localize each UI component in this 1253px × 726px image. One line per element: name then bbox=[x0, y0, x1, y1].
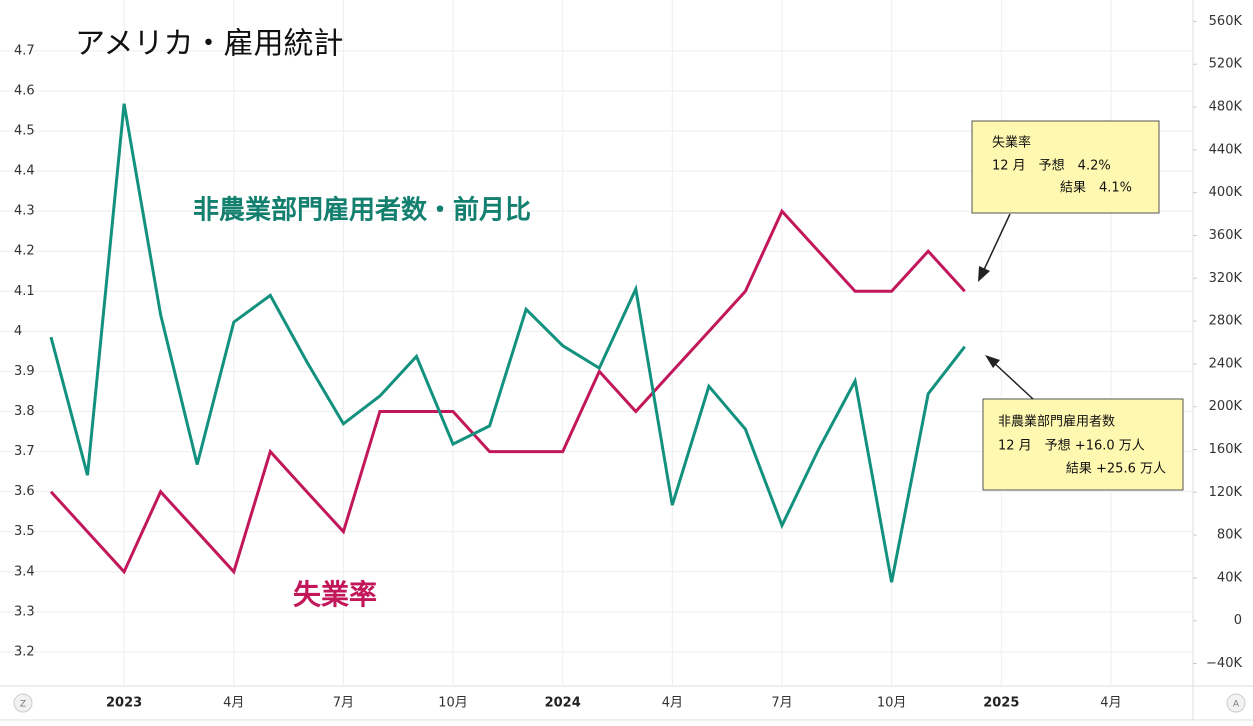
arrowhead bbox=[978, 266, 990, 282]
y-tick-label: 3.9 bbox=[14, 364, 35, 379]
grid bbox=[0, 0, 1193, 686]
y2-tick-label: 280K bbox=[1209, 314, 1243, 329]
y2-tick-label: 480K bbox=[1209, 100, 1243, 115]
x-tick-label: 4月 bbox=[662, 696, 683, 711]
y-tick-label: 3.4 bbox=[14, 564, 35, 579]
y-tick-label: 4.5 bbox=[14, 124, 35, 139]
y-tick-label: 3.8 bbox=[14, 404, 35, 419]
y-tick-label: 4.7 bbox=[14, 43, 35, 58]
series-label: 失業率 bbox=[293, 578, 377, 611]
y2-tick-label: 0 bbox=[1234, 613, 1242, 628]
y-tick-label: 3.6 bbox=[14, 484, 35, 499]
y2-tick-label: 40K bbox=[1217, 570, 1243, 585]
y2-tick-label: 240K bbox=[1209, 356, 1243, 371]
y-tick-label: 4 bbox=[14, 324, 22, 339]
plot bbox=[49, 103, 966, 583]
y-tick-label: 4.2 bbox=[14, 244, 35, 259]
y2-tick-label: 320K bbox=[1209, 271, 1243, 286]
y-tick-label: 4.1 bbox=[14, 284, 35, 299]
y2-tick-label: 120K bbox=[1209, 485, 1243, 500]
annotation-text: 失業率 bbox=[992, 135, 1031, 151]
chart-title: アメリカ・雇用統計 bbox=[75, 27, 344, 62]
x-tick-label: 7月 bbox=[771, 696, 792, 711]
y-tick-label: 3.2 bbox=[14, 644, 35, 659]
annotation-box bbox=[982, 398, 1184, 491]
y-tick-label: 3.7 bbox=[14, 444, 35, 459]
y2-tick-label: 560K bbox=[1209, 14, 1243, 29]
y2-tick-label: 440K bbox=[1209, 142, 1243, 157]
x-tick-label: 10月 bbox=[438, 696, 468, 711]
annotation-text: 非農業部門雇用者数 bbox=[998, 414, 1115, 430]
y-tick-label: 4.3 bbox=[14, 204, 35, 219]
annotation-text: 結果 4.1% bbox=[1060, 181, 1132, 196]
arrowhead bbox=[985, 355, 1000, 368]
arrow bbox=[981, 213, 1011, 275]
series-label: 非農業部門雇用者数・前月比 bbox=[193, 195, 531, 226]
y2-tick-label: 400K bbox=[1209, 185, 1243, 200]
y-tick-label: 3.5 bbox=[14, 524, 35, 539]
y2-tick-label: 80K bbox=[1217, 528, 1243, 543]
scale-button-label[interactable]: A bbox=[1233, 700, 1240, 710]
y-tick-label: 4.4 bbox=[14, 164, 35, 179]
annotation-text: 12 月 予想 4.2% bbox=[992, 158, 1111, 174]
annotation-box bbox=[971, 120, 1160, 214]
annotation-text: 12 月 予想 +16.0 万人 bbox=[998, 438, 1145, 454]
series-line bbox=[49, 103, 966, 583]
y-tick-label: 4.6 bbox=[14, 83, 35, 98]
y2-tick-label: 360K bbox=[1209, 228, 1243, 243]
scale-button[interactable] bbox=[13, 693, 33, 713]
y2-tick-label: 160K bbox=[1209, 442, 1243, 457]
annotation: 失業率 12 月 予想 4.2% 結果 4.1% bbox=[971, 120, 1160, 282]
x-tick-label: 10月 bbox=[877, 696, 907, 711]
y-tick-label: 3.3 bbox=[14, 604, 35, 619]
x-tick-label: 2025 bbox=[983, 696, 1019, 711]
annotation: 非農業部門雇用者数 12 月 予想 +16.0 万人 結果 +25.6 万人 bbox=[982, 355, 1184, 491]
scale-button-label[interactable]: Z bbox=[20, 700, 26, 710]
x-tick-label: 2024 bbox=[545, 696, 581, 711]
annotation-text: 結果 +25.6 万人 bbox=[1066, 462, 1166, 477]
x-tick-label: 4月 bbox=[223, 696, 244, 711]
x-tick-label: 4月 bbox=[1100, 696, 1121, 711]
scale-button[interactable] bbox=[1226, 693, 1246, 713]
x-tick-label: 2023 bbox=[106, 696, 142, 711]
y2-tick-label: 200K bbox=[1209, 399, 1243, 414]
x-tick-label: 7月 bbox=[333, 696, 354, 711]
y2-tick-label: 520K bbox=[1209, 57, 1243, 72]
y2-tick-label: −40K bbox=[1206, 656, 1242, 671]
arrow bbox=[991, 360, 1034, 400]
series-line bbox=[49, 208, 966, 575]
